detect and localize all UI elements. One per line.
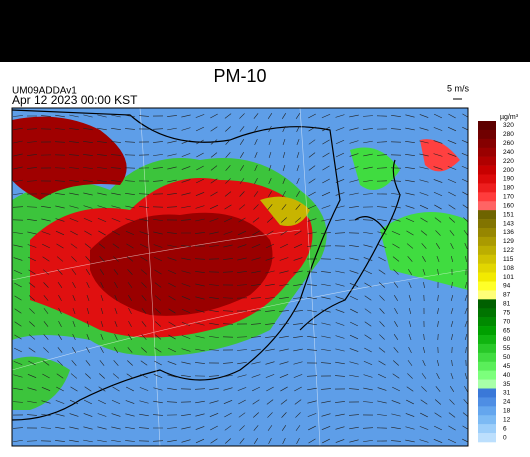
colorbar-unit: µg/m³ — [500, 114, 519, 121]
colorbar-label: 70 — [503, 318, 511, 325]
colorbar-swatch — [478, 139, 496, 148]
colorbar-label: 260 — [503, 140, 514, 147]
colorbar-swatch — [478, 389, 496, 398]
colorbar-swatch — [478, 371, 496, 380]
colorbar-swatch — [478, 406, 496, 415]
colorbar-swatch — [478, 121, 496, 130]
colorbar-swatch — [478, 290, 496, 299]
colorbar-swatch — [478, 353, 496, 362]
colorbar-swatch — [478, 130, 496, 139]
colorbar-label: 136 — [503, 229, 514, 236]
colorbar-label: 12 — [503, 416, 511, 423]
colorbar-label: 220 — [503, 158, 514, 165]
colorbar-label: 31 — [503, 390, 511, 397]
title: PM-10 — [213, 66, 266, 86]
colorbar-swatch — [478, 344, 496, 353]
colorbar-label: 6 — [503, 425, 507, 432]
colorbar-label: 35 — [503, 381, 511, 388]
colorbar-label: 81 — [503, 301, 511, 308]
colorbar-label: 240 — [503, 149, 514, 156]
colorbar-label: 55 — [503, 345, 511, 352]
colorbar-label: 18 — [503, 408, 511, 415]
colorbar-swatch — [478, 415, 496, 424]
colorbar-swatch — [478, 210, 496, 219]
colorbar-label: 143 — [503, 220, 514, 227]
colorbar-label: 160 — [503, 202, 514, 209]
valid-time: Apr 12 2023 00:00 KST — [12, 93, 138, 107]
colorbar-label: 40 — [503, 372, 511, 379]
colorbar-label: 65 — [503, 327, 511, 334]
colorbar-swatch — [478, 237, 496, 246]
colorbar: 3202802602402202001901801701601511431361… — [478, 121, 514, 442]
colorbar-swatch — [478, 308, 496, 317]
colorbar-label: 108 — [503, 265, 514, 272]
colorbar-label: 200 — [503, 167, 514, 174]
colorbar-swatch — [478, 255, 496, 264]
colorbar-label: 180 — [503, 185, 514, 192]
colorbar-swatch — [478, 380, 496, 389]
colorbar-label: 87 — [503, 292, 511, 299]
colorbar-swatch — [478, 273, 496, 282]
colorbar-swatch — [478, 264, 496, 273]
colorbar-label: 0 — [503, 434, 507, 441]
map — [12, 108, 470, 446]
colorbar-label: 115 — [503, 256, 514, 263]
colorbar-label: 94 — [503, 283, 511, 290]
colorbar-label: 280 — [503, 131, 514, 138]
colorbar-swatch — [478, 317, 496, 326]
colorbar-swatch — [478, 219, 496, 228]
colorbar-swatch — [478, 183, 496, 192]
top-bar — [0, 0, 530, 62]
colorbar-swatch — [478, 424, 496, 433]
colorbar-label: 101 — [503, 274, 514, 281]
colorbar-swatch — [478, 228, 496, 237]
colorbar-swatch — [478, 335, 496, 344]
colorbar-swatch — [478, 175, 496, 184]
colorbar-label: 170 — [503, 194, 514, 201]
colorbar-label: 60 — [503, 336, 511, 343]
colorbar-label: 75 — [503, 309, 511, 316]
colorbar-swatch — [478, 326, 496, 335]
colorbar-label: 50 — [503, 354, 511, 361]
colorbar-swatch — [478, 192, 496, 201]
colorbar-swatch — [478, 246, 496, 255]
colorbar-label: 190 — [503, 176, 514, 183]
colorbar-swatch — [478, 299, 496, 308]
colorbar-swatch — [478, 433, 496, 442]
wind-scale-label: 5 m/s — [447, 83, 470, 93]
colorbar-label: 24 — [503, 399, 511, 406]
colorbar-swatch — [478, 282, 496, 291]
colorbar-swatch — [478, 397, 496, 406]
colorbar-label: 151 — [503, 211, 514, 218]
colorbar-swatch — [478, 157, 496, 166]
colorbar-swatch — [478, 166, 496, 175]
colorbar-label: 129 — [503, 238, 514, 245]
colorbar-label: 45 — [503, 363, 511, 370]
colorbar-swatch — [478, 201, 496, 210]
colorbar-swatch — [478, 362, 496, 371]
colorbar-label: 122 — [503, 247, 514, 254]
colorbar-swatch — [478, 148, 496, 157]
colorbar-label: 320 — [503, 122, 514, 129]
